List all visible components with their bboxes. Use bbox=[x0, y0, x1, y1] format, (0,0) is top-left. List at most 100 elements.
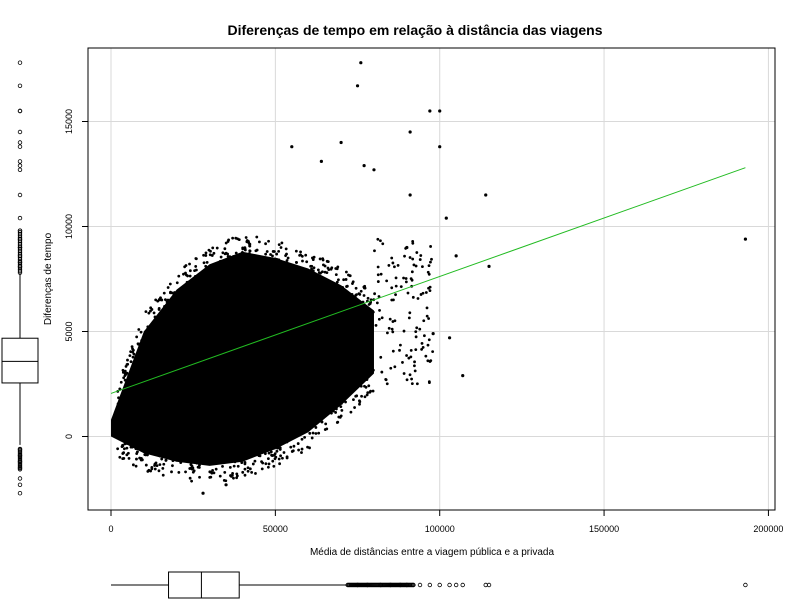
data-point bbox=[127, 376, 131, 379]
y-tick-label: 15000 bbox=[64, 109, 74, 134]
data-point bbox=[241, 246, 245, 250]
boxplot-x-outlier bbox=[437, 582, 442, 588]
boxplot-x-outlier bbox=[447, 582, 452, 588]
data-point bbox=[243, 461, 247, 464]
data-point bbox=[282, 266, 286, 270]
plot-frame bbox=[87, 47, 776, 511]
data-point bbox=[160, 312, 163, 315]
data-point bbox=[379, 272, 383, 276]
data-point bbox=[126, 358, 129, 362]
data-point bbox=[142, 446, 146, 449]
data-point bbox=[260, 467, 264, 471]
data-point bbox=[188, 274, 192, 278]
data-point bbox=[335, 407, 338, 411]
data-point bbox=[144, 463, 148, 467]
data-point bbox=[177, 470, 181, 474]
data-point bbox=[149, 309, 152, 313]
data-point bbox=[305, 269, 309, 273]
data-point bbox=[277, 457, 281, 461]
data-point bbox=[427, 272, 431, 276]
data-point bbox=[408, 256, 412, 259]
data-point bbox=[396, 264, 400, 267]
data-point bbox=[136, 450, 139, 454]
data-point bbox=[125, 446, 129, 450]
data-point bbox=[183, 265, 187, 269]
data-point bbox=[223, 247, 227, 251]
data-point bbox=[248, 249, 252, 253]
data-point bbox=[352, 299, 356, 303]
data-point bbox=[311, 431, 315, 435]
data-point bbox=[404, 280, 408, 284]
data-point bbox=[301, 259, 304, 263]
boxplot-x-outlier bbox=[398, 582, 403, 588]
data-point bbox=[170, 470, 173, 474]
data-point bbox=[137, 328, 141, 331]
data-point bbox=[125, 442, 129, 445]
data-point bbox=[325, 427, 329, 431]
data-point bbox=[300, 447, 304, 451]
data-point bbox=[132, 362, 135, 365]
data-point bbox=[232, 464, 236, 468]
boxplot-y-outlier bbox=[17, 491, 23, 496]
data-point bbox=[407, 316, 411, 320]
data-point bbox=[194, 265, 198, 268]
data-point bbox=[358, 400, 362, 404]
data-point bbox=[428, 289, 432, 293]
data-point bbox=[168, 282, 172, 286]
data-point bbox=[208, 267, 212, 271]
y-tick-label: 0 bbox=[64, 434, 74, 439]
data-point bbox=[285, 440, 289, 444]
data-point bbox=[340, 401, 343, 405]
data-point bbox=[415, 326, 419, 330]
data-point bbox=[122, 451, 126, 455]
data-point bbox=[320, 279, 324, 282]
data-point bbox=[234, 251, 238, 255]
data-point bbox=[408, 311, 412, 315]
boxplot-y-outlier bbox=[17, 215, 23, 221]
data-point bbox=[150, 467, 154, 471]
data-point bbox=[163, 304, 166, 308]
data-point bbox=[126, 451, 130, 455]
data-point bbox=[266, 465, 270, 469]
data-point bbox=[161, 473, 165, 477]
data-point bbox=[129, 445, 133, 449]
data-point bbox=[134, 464, 138, 468]
data-point bbox=[134, 444, 137, 447]
data-point bbox=[157, 469, 161, 473]
data-point bbox=[363, 384, 366, 388]
data-point bbox=[162, 462, 166, 466]
data-point bbox=[211, 246, 215, 250]
data-point bbox=[362, 164, 366, 168]
data-point bbox=[438, 145, 442, 149]
data-point bbox=[155, 464, 159, 468]
data-point bbox=[340, 289, 344, 293]
data-point bbox=[362, 294, 366, 297]
data-point bbox=[292, 444, 296, 448]
data-point bbox=[270, 259, 273, 263]
data-point bbox=[207, 271, 210, 274]
data-point bbox=[410, 382, 414, 386]
data-point bbox=[116, 434, 120, 438]
data-point bbox=[226, 255, 230, 258]
data-point bbox=[318, 257, 322, 261]
data-point bbox=[198, 463, 201, 467]
data-point bbox=[275, 257, 279, 261]
data-point bbox=[215, 246, 219, 250]
data-point bbox=[376, 265, 380, 269]
data-point bbox=[160, 457, 164, 461]
data-point bbox=[282, 263, 286, 267]
data-point bbox=[416, 297, 420, 300]
data-point bbox=[223, 471, 227, 474]
data-point bbox=[332, 402, 336, 406]
data-point bbox=[194, 268, 198, 272]
data-point bbox=[240, 257, 244, 260]
data-point bbox=[286, 256, 290, 260]
data-point bbox=[226, 252, 230, 256]
data-point bbox=[342, 394, 346, 398]
data-point bbox=[314, 426, 318, 429]
x-axis-label: Média de distâncias entre a viagem públi… bbox=[310, 547, 554, 558]
data-point bbox=[246, 469, 250, 473]
data-point bbox=[264, 252, 268, 256]
data-point bbox=[345, 285, 348, 288]
